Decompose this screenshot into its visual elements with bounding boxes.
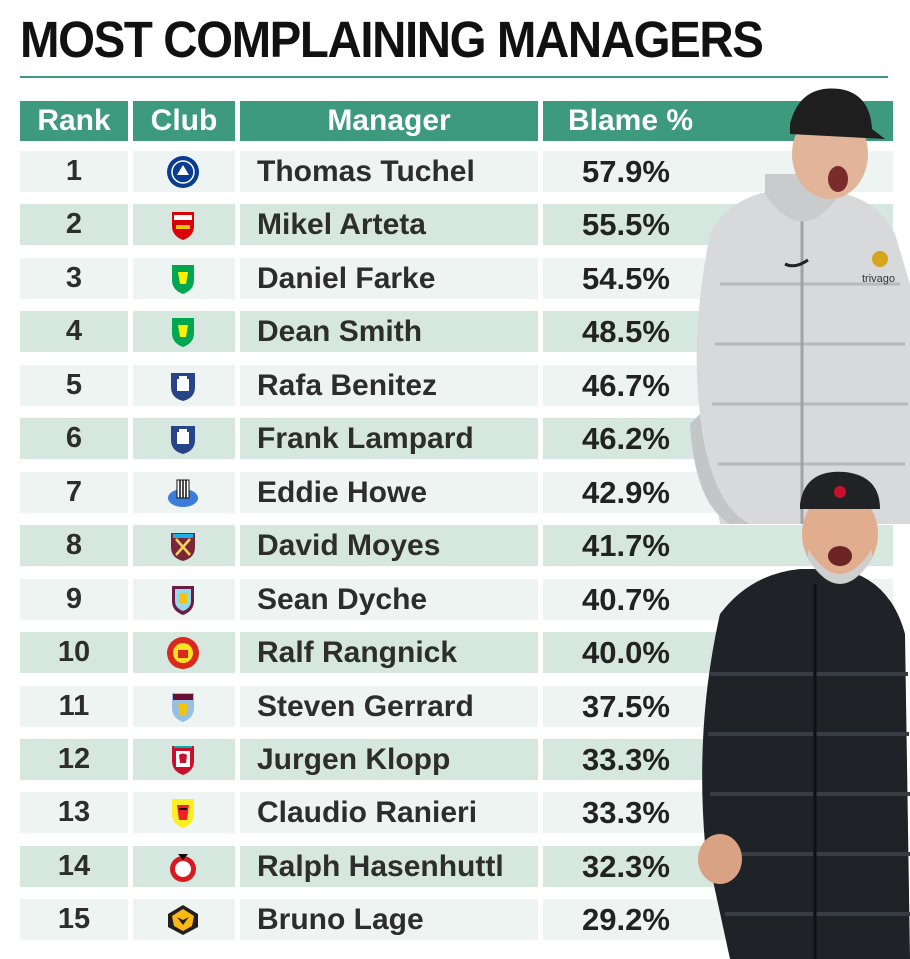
club-cell (133, 365, 235, 406)
wolves-crest-icon (166, 903, 200, 937)
newcastle-crest-icon (166, 476, 200, 510)
club-cell (133, 632, 235, 673)
rank-column-header: Rank (20, 101, 128, 141)
club-cell (133, 525, 235, 566)
west-ham-crest-icon (166, 529, 200, 563)
manager-cell: Steven Gerrard (240, 686, 538, 727)
arsenal-crest-icon (166, 208, 200, 242)
club-cell (133, 418, 235, 459)
liverpool-crest-icon (166, 743, 200, 777)
rank-cell: 6 (20, 418, 128, 459)
club-cell (133, 686, 235, 727)
club-cell (133, 151, 235, 192)
club-cell (133, 792, 235, 833)
table-row: 2 Mikel Arteta 55.5% (0, 204, 910, 245)
club-cell (133, 258, 235, 299)
norwich-crest-icon (166, 315, 200, 349)
table-row: 8 David Moyes 41.7% (0, 525, 910, 566)
rank-cell: 11 (20, 686, 128, 727)
chelsea-crest-icon (166, 155, 200, 189)
rank-cell: 1 (20, 151, 128, 192)
club-cell (133, 739, 235, 780)
manager-cell: Mikel Arteta (240, 204, 538, 245)
southampton-crest-icon (166, 850, 200, 884)
rank-cell: 8 (20, 525, 128, 566)
manager-cell: Rafa Benitez (240, 365, 538, 406)
table-row: 10 Ralf Rangnick 40.0% (0, 632, 910, 673)
rank-cell: 12 (20, 739, 128, 780)
club-column-header: Club (133, 101, 235, 141)
manager-photos: trivago (690, 84, 910, 959)
table-row: 5 Rafa Benitez 46.7% (0, 365, 910, 406)
manager-cell: Claudio Ranieri (240, 792, 538, 833)
club-cell (133, 472, 235, 513)
club-cell (133, 846, 235, 887)
rank-cell: 13 (20, 792, 128, 833)
manager-cell: Thomas Tuchel (240, 151, 538, 192)
manager-cell: Frank Lampard (240, 418, 538, 459)
club-cell (133, 311, 235, 352)
table-header: Rank Club Manager Blame % (0, 101, 910, 141)
rank-cell: 10 (20, 632, 128, 673)
manager-cell: Ralf Rangnick (240, 632, 538, 673)
manager-cell: Jurgen Klopp (240, 739, 538, 780)
aston-villa-crest-icon (166, 690, 200, 724)
manager-cell: Dean Smith (240, 311, 538, 352)
man-utd-crest-icon (166, 636, 200, 670)
rank-cell: 14 (20, 846, 128, 887)
manager-cell: David Moyes (240, 525, 538, 566)
rank-cell: 7 (20, 472, 128, 513)
everton-crest-icon (166, 369, 200, 403)
rank-cell: 2 (20, 204, 128, 245)
title-divider (20, 76, 888, 78)
klopp-photo (698, 471, 910, 959)
norwich-crest-icon (166, 262, 200, 296)
svg-text:trivago: trivago (862, 273, 895, 285)
burnley-crest-icon (166, 583, 200, 617)
tuchel-photo: trivago (690, 88, 910, 524)
rank-cell: 3 (20, 258, 128, 299)
club-cell (133, 204, 235, 245)
club-cell (133, 899, 235, 940)
manager-cell: Bruno Lage (240, 899, 538, 940)
everton-crest-icon (166, 422, 200, 456)
manager-cell: Sean Dyche (240, 579, 538, 620)
manager-cell: Eddie Howe (240, 472, 538, 513)
table-row: 9 Sean Dyche 40.7% (0, 579, 910, 620)
manager-cell: Daniel Farke (240, 258, 538, 299)
rank-cell: 5 (20, 365, 128, 406)
rank-cell: 4 (20, 311, 128, 352)
table-row: 1 Thomas Tuchel 57.9% (0, 151, 910, 192)
rank-cell: 15 (20, 899, 128, 940)
page-title: MOST COMPLAINING MANAGERS (20, 11, 764, 68)
watford-crest-icon (166, 796, 200, 830)
club-cell (133, 579, 235, 620)
manager-cell: Ralph Hasenhuttl (240, 846, 538, 887)
manager-column-header: Manager (240, 101, 538, 141)
rank-cell: 9 (20, 579, 128, 620)
